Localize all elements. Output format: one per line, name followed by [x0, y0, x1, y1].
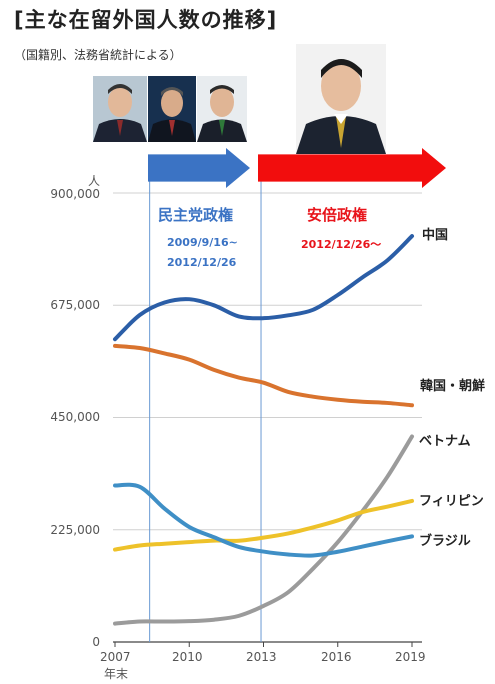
- y-tick-label-0: 900,000: [50, 187, 100, 201]
- series-line-brazil: [113, 482, 414, 558]
- era-title-dpj: 民主党政権: [158, 206, 234, 224]
- era-arrow-dpj: [148, 148, 250, 188]
- series-label-china: 中国: [422, 228, 449, 243]
- series-line-korea: [113, 343, 414, 408]
- series-label-brazil: ブラジル: [419, 534, 471, 549]
- y-unit-label: 人: [88, 174, 101, 188]
- series-label-korea-text: 韓国・朝鮮: [420, 379, 486, 394]
- x-tick-label-1: 2010: [172, 650, 203, 664]
- portrait-photo-4: [296, 44, 386, 154]
- era-date-dpj-start: 2009/9/16~: [167, 236, 238, 249]
- x-tick-label-4: 2019: [395, 650, 426, 664]
- portrait-photo-3: [197, 76, 247, 142]
- series-label-vietnam: ベトナム: [419, 434, 471, 449]
- x-tick-label-3: 2016: [321, 650, 352, 664]
- series-line-china: [113, 234, 414, 342]
- chart-title: [主な在留外国人数の推移]: [14, 8, 278, 32]
- y-tick-label-1: 675,000: [50, 298, 100, 312]
- chart-subtitle: （国籍別、法務省統計による）: [14, 48, 182, 62]
- y-tick-label-3: 225,000: [50, 523, 100, 537]
- series-line-philippines: [113, 498, 414, 552]
- series-label-korea: 韓国・朝鮮: [420, 378, 486, 395]
- x-tick-label-0-suffix: 年末: [104, 667, 129, 681]
- portrait-photo-2: [148, 76, 196, 142]
- portrait-photo-1: [93, 76, 147, 142]
- era-title-abe: 安倍政権: [307, 206, 368, 224]
- era-date-abe-start: 2012/12/26〜: [301, 238, 382, 251]
- era-date-dpj-end: 2012/12/26: [167, 256, 237, 269]
- series-label-philippines: フィリピン: [419, 494, 484, 509]
- era-arrow-abe: [258, 148, 446, 188]
- x-tick-label-0: 2007: [100, 650, 131, 664]
- y-tick-label-2: 450,000: [50, 410, 100, 424]
- y-tick-label-4: 0: [92, 635, 100, 649]
- x-tick-label-2: 2013: [246, 650, 277, 664]
